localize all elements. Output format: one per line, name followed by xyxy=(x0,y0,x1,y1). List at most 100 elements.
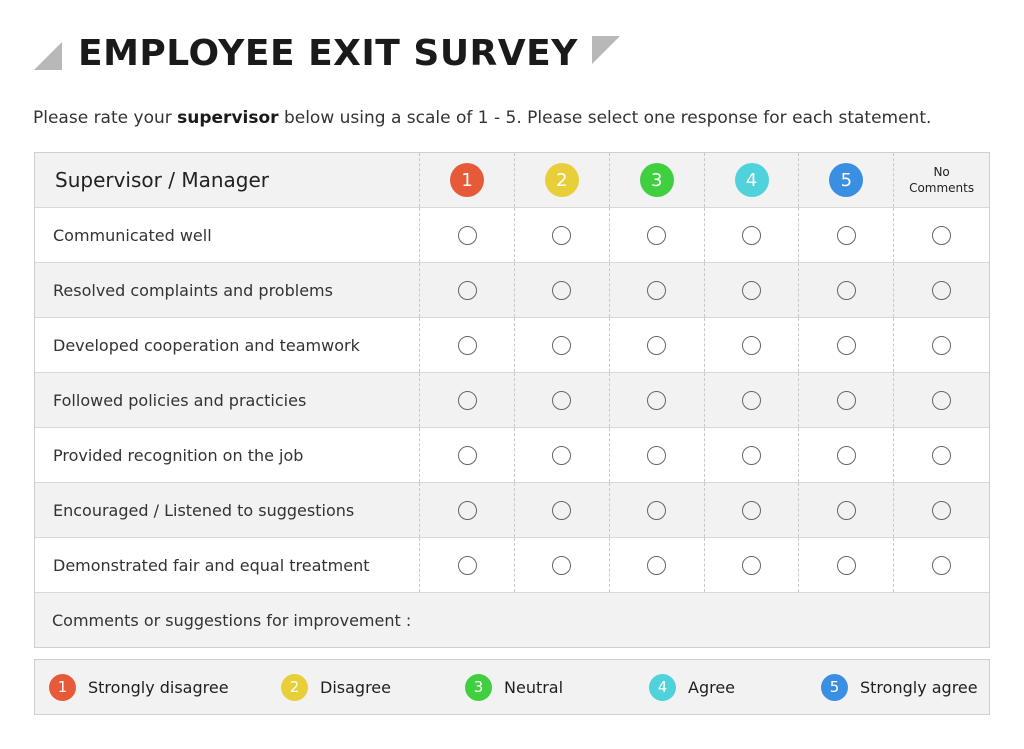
title-bar: EMPLOYEE EXIT SURVEY xyxy=(34,28,620,78)
legend-item-4: 4 Agree xyxy=(649,660,735,714)
radio-option-3[interactable] xyxy=(647,335,667,355)
scale-badge-4: 4 xyxy=(734,163,769,197)
radio-option-1[interactable] xyxy=(457,280,477,300)
radio-option-1[interactable] xyxy=(457,225,477,245)
rating-cell xyxy=(799,428,895,482)
legend-badge: 5 xyxy=(821,673,848,701)
rating-cell xyxy=(610,483,705,537)
legend-badge: 4 xyxy=(649,673,676,701)
radio-option-no-comments[interactable] xyxy=(932,500,952,520)
rating-cell xyxy=(610,538,705,592)
intro-text-end: below using a scale of 1 - 5. Please sel… xyxy=(278,108,932,128)
legend-item-5: 5 Strongly agree xyxy=(821,660,978,714)
statement-label: Developed cooperation and teamwork xyxy=(35,318,421,372)
radio-option-4[interactable] xyxy=(742,280,761,300)
radio-option-1[interactable] xyxy=(457,445,477,465)
rating-cell xyxy=(705,483,800,537)
rating-cell xyxy=(799,538,895,592)
rating-cell xyxy=(705,428,800,482)
rating-cell xyxy=(799,373,895,427)
radio-option-3[interactable] xyxy=(647,500,667,520)
radio-option-2[interactable] xyxy=(552,335,572,355)
scale-badge-1: 1 xyxy=(450,163,485,197)
radio-option-5[interactable] xyxy=(836,335,856,355)
scale-badge-2: 2 xyxy=(544,163,579,197)
rating-cell xyxy=(894,373,989,427)
statement-label: Demonstrated fair and equal treatment xyxy=(35,538,421,592)
no-comments-header: No Comments xyxy=(894,153,989,207)
radio-option-3[interactable] xyxy=(647,555,667,575)
rating-cell xyxy=(610,318,705,372)
legend-item-3: 3 Neutral xyxy=(465,660,563,714)
legend-item-1: 1 Strongly disagree xyxy=(49,660,229,714)
rating-cell xyxy=(420,318,516,372)
legend-label: Strongly disagree xyxy=(88,677,229,697)
rating-cell xyxy=(515,208,610,262)
radio-option-1[interactable] xyxy=(457,335,477,355)
radio-option-5[interactable] xyxy=(836,500,856,520)
rating-cell xyxy=(705,373,800,427)
rating-cell xyxy=(515,428,610,482)
legend-badge: 1 xyxy=(49,673,76,701)
radio-option-no-comments[interactable] xyxy=(932,280,952,300)
radio-option-5[interactable] xyxy=(836,445,856,465)
radio-option-4[interactable] xyxy=(742,390,761,410)
radio-option-1[interactable] xyxy=(457,390,477,410)
radio-option-3[interactable] xyxy=(647,445,667,465)
rating-cell xyxy=(420,208,516,262)
radio-option-3[interactable] xyxy=(647,390,667,410)
title-triangle-right xyxy=(591,36,620,64)
statement-label: Resolved complaints and problems xyxy=(35,263,421,317)
scale-header-2: 2 xyxy=(515,153,610,207)
radio-option-2[interactable] xyxy=(552,225,572,245)
legend-label: Strongly agree xyxy=(860,677,978,697)
radio-option-3[interactable] xyxy=(647,225,667,245)
statement-label: Communicated well xyxy=(35,208,421,262)
radio-option-4[interactable] xyxy=(742,500,761,520)
table-row: Resolved complaints and problems xyxy=(35,262,989,317)
radio-option-no-comments[interactable] xyxy=(932,390,952,410)
radio-option-4[interactable] xyxy=(742,225,761,245)
rating-cell xyxy=(705,538,800,592)
radio-option-no-comments[interactable] xyxy=(932,225,952,245)
radio-option-4[interactable] xyxy=(742,335,761,355)
title-triangle-left xyxy=(34,42,62,70)
radio-option-2[interactable] xyxy=(552,390,572,410)
radio-option-no-comments[interactable] xyxy=(932,335,952,355)
table-row: Communicated well xyxy=(35,207,989,262)
rating-cell xyxy=(610,208,705,262)
radio-option-1[interactable] xyxy=(457,555,477,575)
statement-label: Followed policies and practicies xyxy=(35,373,421,427)
rating-cell xyxy=(894,208,989,262)
rating-cell xyxy=(799,318,895,372)
radio-option-4[interactable] xyxy=(742,445,761,465)
intro-text-start: Please rate your xyxy=(33,108,178,128)
intro-text: Please rate your supervisor below using … xyxy=(33,108,931,128)
table-row: Provided recognition on the job xyxy=(35,427,989,482)
radio-option-4[interactable] xyxy=(742,555,761,575)
radio-option-no-comments[interactable] xyxy=(932,445,952,465)
scale-header-3: 3 xyxy=(610,153,705,207)
comments-row[interactable]: Comments or suggestions for improvement … xyxy=(35,592,989,647)
rating-cell xyxy=(894,428,989,482)
radio-option-2[interactable] xyxy=(552,280,572,300)
radio-option-no-comments[interactable] xyxy=(932,555,952,575)
radio-option-2[interactable] xyxy=(552,445,572,465)
radio-option-5[interactable] xyxy=(836,390,856,410)
radio-option-5[interactable] xyxy=(836,555,856,575)
intro-text-bold: supervisor xyxy=(177,108,279,128)
rating-cell xyxy=(515,263,610,317)
rating-cell xyxy=(515,538,610,592)
radio-option-3[interactable] xyxy=(647,280,667,300)
radio-option-5[interactable] xyxy=(836,225,856,245)
radio-option-2[interactable] xyxy=(552,500,572,520)
table-header-row: Supervisor / Manager 1 2 3 4 5 No Commen… xyxy=(35,153,989,207)
radio-option-1[interactable] xyxy=(457,500,477,520)
scale-badge-3: 3 xyxy=(639,163,674,197)
table-row: Developed cooperation and teamwork xyxy=(35,317,989,372)
rating-cell xyxy=(420,538,516,592)
radio-option-5[interactable] xyxy=(836,280,856,300)
scale-header-1: 1 xyxy=(420,153,516,207)
radio-option-2[interactable] xyxy=(552,555,572,575)
scale-badge-5: 5 xyxy=(829,163,864,197)
